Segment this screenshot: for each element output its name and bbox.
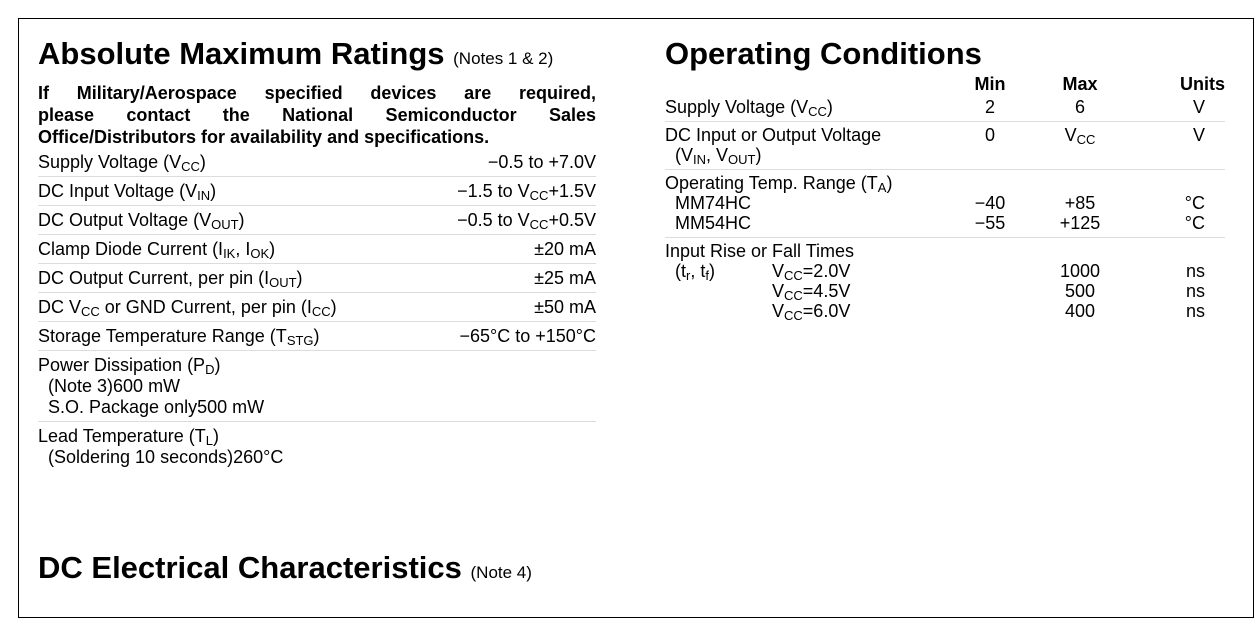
spec-row-dc-output-current: DC Output Current, per pin (IOUT) ±25 mA bbox=[38, 263, 596, 292]
so-package-value: 500 mW bbox=[197, 397, 265, 417]
spec-label: DC Output Current, per pin (IOUT) bbox=[38, 268, 303, 290]
spec-row-clamp-diode-current: Clamp Diode Current (IIK, IOK) ±20 mA bbox=[38, 234, 596, 263]
oc-row-operating-temp: Operating Temp. Range (TA) MM74HC −40 +8… bbox=[665, 169, 1225, 237]
spec-row-storage-temperature: Storage Temperature Range (TSTG) −65°C t… bbox=[38, 321, 596, 350]
dc-characteristics-heading: DC Electrical Characteristics (Note 4) bbox=[38, 550, 532, 585]
lead-temp-value: 260°C bbox=[233, 447, 284, 467]
spec-label: Power Dissipation (PD) bbox=[38, 355, 221, 377]
rise-row-4v5: VCC=4.5V 500 ns bbox=[772, 281, 1205, 303]
spec-value: −0.5 to VCC+0.5V bbox=[457, 210, 596, 232]
spec-value: ±25 mA bbox=[534, 268, 596, 288]
intro-line: please contact the National Semiconducto… bbox=[38, 105, 596, 125]
spec-label: Clamp Diode Current (IIK, IOK) bbox=[38, 239, 276, 261]
oc-row-mm54hc: MM54HC −55 +125 °C bbox=[675, 213, 1205, 233]
header-units: Units bbox=[1180, 74, 1225, 94]
spec-value: ±50 mA bbox=[534, 297, 596, 317]
oc-heading: Operating Conditions bbox=[665, 36, 982, 71]
spec-value: −0.5 to +7.0V bbox=[487, 152, 596, 172]
soldering-label: (Soldering 10 seconds) bbox=[48, 447, 234, 467]
header-min: Min bbox=[974, 74, 1006, 94]
operating-conditions-section: Operating Conditions Min Max Units Suppl… bbox=[665, 34, 1225, 325]
spec-row-dc-output-voltage: DC Output Voltage (VOUT) −0.5 to VCC+0.5… bbox=[38, 205, 596, 234]
spec-label: Supply Voltage (VCC) bbox=[38, 152, 206, 174]
spec-label: DC Input Voltage (VIN) bbox=[38, 181, 217, 203]
intro-line: Office/Distributors for availability and… bbox=[38, 127, 490, 147]
rise-row-6v: VCC=6.0V 400 ns bbox=[772, 301, 1205, 323]
so-package-label: S.O. Package only bbox=[48, 397, 198, 417]
spec-row-supply-voltage: Supply Voltage (VCC) −0.5 to +7.0V bbox=[38, 148, 596, 176]
rise-row-2v: (tr, tf) VCC=2.0V 1000 ns bbox=[675, 261, 1205, 283]
spec-row-dc-input-voltage: DC Input Voltage (VIN) −1.5 to VCC+1.5V bbox=[38, 176, 596, 205]
oc-column-headers: Min Max Units bbox=[665, 74, 1226, 94]
amr-heading: Absolute Maximum Ratings (Notes 1 & 2) bbox=[38, 36, 554, 71]
spec-row-lead-temperature: Lead Temperature (TL) (Soldering 10 seco… bbox=[38, 421, 596, 471]
spec-row-power-dissipation: Power Dissipation (PD) (Note 3) 600 mW S.… bbox=[38, 350, 596, 421]
spec-label: Lead Temperature (TL) bbox=[38, 426, 219, 448]
spec-label: DC Output Voltage (VOUT) bbox=[38, 210, 245, 232]
absolute-maximum-ratings-section: Absolute Maximum Ratings (Notes 1 & 2) I… bbox=[38, 34, 596, 471]
oc-row-dc-io-voltage: DC Input or Output Voltage 0 VCC V (VIN,… bbox=[665, 121, 1225, 169]
amr-notes: (Notes 1 & 2) bbox=[453, 49, 554, 68]
note3-value: 600 mW bbox=[113, 376, 181, 396]
spec-value: −65°C to +150°C bbox=[459, 326, 597, 346]
intro-line: If Military/Aerospace specified devices … bbox=[38, 83, 596, 103]
amr-intro: If Military/Aerospace specified devices … bbox=[38, 82, 596, 148]
oc-row-rise-fall-times: Input Rise or Fall Times (tr, tf) VCC=2.… bbox=[665, 237, 1225, 325]
spec-label: Storage Temperature Range (TSTG) bbox=[38, 326, 320, 348]
spec-row-dc-vcc-gnd-current: DC VCC or GND Current, per pin (ICC) ±50… bbox=[38, 292, 596, 321]
spec-value: ±20 mA bbox=[534, 239, 596, 259]
header-max: Max bbox=[1062, 74, 1098, 94]
oc-row-supply-voltage: Supply Voltage (VCC) 2 6 V bbox=[665, 97, 1205, 119]
spec-value: −1.5 to VCC+1.5V bbox=[457, 181, 596, 203]
oc-row-mm74hc: MM74HC −40 +85 °C bbox=[675, 193, 1205, 213]
note3-label: (Note 3) bbox=[48, 376, 114, 396]
spec-label: DC VCC or GND Current, per pin (ICC) bbox=[38, 297, 337, 319]
dc-note: (Note 4) bbox=[470, 563, 532, 582]
